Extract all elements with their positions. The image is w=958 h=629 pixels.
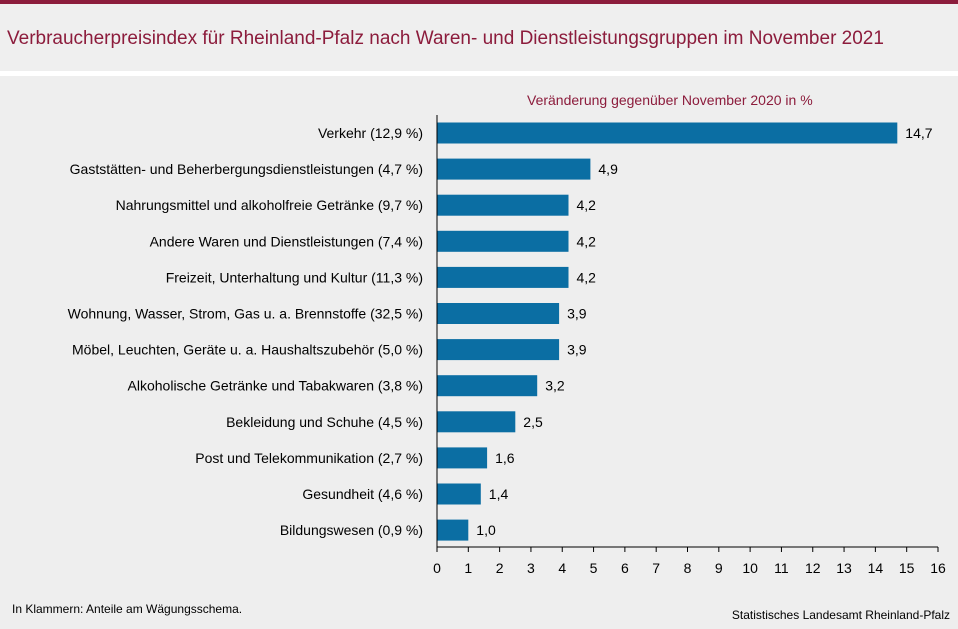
data-label: 4,2 <box>577 269 597 285</box>
bar <box>437 447 488 469</box>
x-tick-label: 9 <box>715 560 723 576</box>
category-label: Bekleidung und Schuhe (4,5 %) <box>226 414 423 430</box>
bar <box>437 375 538 397</box>
data-label: 3,2 <box>545 378 565 394</box>
x-tick-label: 5 <box>590 560 598 576</box>
data-label: 1,0 <box>476 522 496 538</box>
bar <box>437 158 591 180</box>
bar <box>437 411 516 433</box>
x-tick-label: 14 <box>868 560 884 576</box>
bar <box>437 122 898 144</box>
data-label: 4,2 <box>577 197 597 213</box>
data-label: 3,9 <box>567 306 587 322</box>
x-tick-label: 6 <box>621 560 629 576</box>
data-label: 4,9 <box>598 161 618 177</box>
x-tick-label: 7 <box>652 560 660 576</box>
data-label: 3,9 <box>567 342 587 358</box>
bar <box>437 266 569 288</box>
x-tick-label: 2 <box>496 560 504 576</box>
data-label: 1,6 <box>495 450 515 466</box>
x-tick-label: 13 <box>836 560 852 576</box>
bar <box>437 339 560 361</box>
data-label: 1,4 <box>489 486 509 502</box>
x-tick-label: 16 <box>930 560 946 576</box>
bar <box>437 230 569 252</box>
bar <box>437 519 469 541</box>
data-label: 14,7 <box>905 125 932 141</box>
header-divider <box>0 71 958 76</box>
category-label: Wohnung, Wasser, Strom, Gas u. a. Brenns… <box>68 306 423 322</box>
category-label: Gaststätten- und Beherbergungsdienstleis… <box>70 161 423 177</box>
bar <box>437 194 569 216</box>
category-label: Verkehr (12,9 %) <box>318 125 423 141</box>
data-label: 4,2 <box>577 233 597 249</box>
bar <box>437 483 481 505</box>
x-tick-label: 10 <box>742 560 758 576</box>
category-label: Möbel, Leuchten, Geräte u. a. Haushaltsz… <box>72 342 423 358</box>
x-tick-label: 4 <box>558 560 566 576</box>
category-label: Post und Telekommunikation (2,7 %) <box>195 450 423 466</box>
x-tick-label: 12 <box>805 560 821 576</box>
category-label: Alkoholische Getränke und Tabakwaren (3,… <box>128 378 423 394</box>
footnote: In Klammern: Anteile am Wägungsschema. <box>12 602 243 616</box>
source-label: Statistisches Landesamt Rheinland-Pfalz <box>731 608 950 622</box>
category-label: Gesundheit (4,6 %) <box>302 486 423 502</box>
x-tick-label: 8 <box>684 560 692 576</box>
data-label: 2,5 <box>523 414 543 430</box>
top-accent-rule <box>0 0 958 4</box>
x-tick-label: 11 <box>774 560 789 576</box>
category-label: Andere Waren und Dienstleistungen (7,4 %… <box>150 233 423 249</box>
x-tick-label: 1 <box>464 560 472 576</box>
category-label: Nahrungsmittel und alkoholfreie Getränke… <box>116 197 423 213</box>
chart-title: Verbraucherpreisindex für Rheinland-Pfal… <box>7 28 884 49</box>
bar <box>437 303 560 324</box>
category-label: Bildungswesen (0,9 %) <box>280 522 423 538</box>
x-tick-label: 0 <box>433 560 441 576</box>
category-label: Freizeit, Unterhaltung und Kultur (11,3 … <box>166 269 423 285</box>
header-band <box>0 4 958 70</box>
x-tick-label: 3 <box>527 560 535 576</box>
chart-subtitle: Veränderung gegenüber November 2020 in % <box>527 92 813 108</box>
x-tick-label: 15 <box>899 560 915 576</box>
